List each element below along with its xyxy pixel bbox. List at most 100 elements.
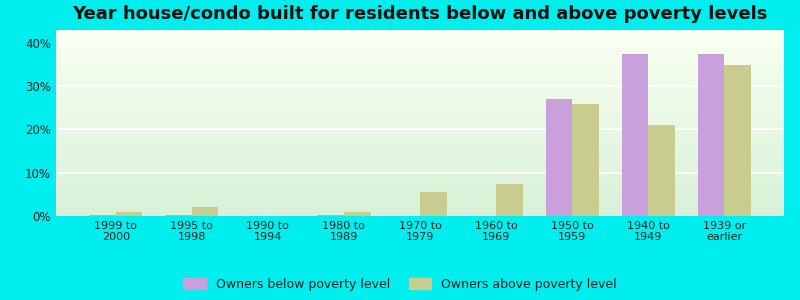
Bar bbox=[56, 108, 784, 110]
Bar bbox=[56, 110, 784, 112]
Bar bbox=[56, 60, 784, 61]
Bar bbox=[56, 168, 784, 169]
Bar bbox=[56, 188, 784, 190]
Bar bbox=[56, 121, 784, 123]
Bar bbox=[56, 34, 784, 36]
Bar bbox=[56, 49, 784, 50]
Bar bbox=[56, 196, 784, 197]
Bar bbox=[56, 186, 784, 188]
Bar bbox=[56, 104, 784, 106]
Bar bbox=[56, 175, 784, 177]
Bar bbox=[648, 125, 675, 216]
Bar bbox=[56, 136, 784, 138]
Bar bbox=[56, 30, 784, 32]
Bar bbox=[56, 181, 784, 182]
Bar bbox=[56, 116, 784, 117]
Bar bbox=[344, 212, 370, 216]
Bar bbox=[56, 101, 784, 103]
Bar bbox=[56, 179, 784, 181]
Bar bbox=[622, 54, 648, 216]
Bar bbox=[56, 190, 784, 192]
Bar bbox=[56, 73, 784, 75]
Bar bbox=[56, 205, 784, 207]
Bar bbox=[56, 64, 784, 65]
Bar bbox=[572, 103, 598, 216]
Bar bbox=[56, 32, 784, 34]
Bar bbox=[56, 214, 784, 216]
Bar bbox=[56, 184, 784, 186]
Bar bbox=[56, 169, 784, 171]
Bar bbox=[165, 215, 192, 216]
Bar bbox=[56, 76, 784, 78]
Title: Year house/condo built for residents below and above poverty levels: Year house/condo built for residents bel… bbox=[72, 5, 768, 23]
Bar bbox=[56, 123, 784, 125]
Bar bbox=[56, 194, 784, 196]
Bar bbox=[56, 56, 784, 58]
Bar bbox=[56, 145, 784, 147]
Bar bbox=[56, 208, 784, 210]
Bar bbox=[56, 99, 784, 101]
Bar bbox=[56, 58, 784, 60]
Bar bbox=[56, 103, 784, 104]
Bar bbox=[56, 65, 784, 67]
Bar bbox=[56, 129, 784, 130]
Bar bbox=[56, 52, 784, 54]
Bar bbox=[56, 153, 784, 154]
Bar bbox=[56, 114, 784, 116]
Bar bbox=[56, 132, 784, 134]
Bar bbox=[56, 134, 784, 136]
Bar bbox=[56, 82, 784, 84]
Bar bbox=[89, 215, 116, 216]
Bar bbox=[698, 54, 724, 216]
Bar bbox=[56, 142, 784, 143]
Bar bbox=[724, 64, 751, 216]
Bar bbox=[56, 41, 784, 43]
Legend: Owners below poverty level, Owners above poverty level: Owners below poverty level, Owners above… bbox=[183, 278, 617, 291]
Bar bbox=[56, 201, 784, 203]
Bar bbox=[56, 36, 784, 38]
Bar bbox=[56, 89, 784, 92]
Bar bbox=[56, 119, 784, 121]
Bar bbox=[56, 162, 784, 164]
Bar bbox=[56, 125, 784, 127]
Bar bbox=[56, 192, 784, 194]
Bar bbox=[56, 71, 784, 73]
Bar bbox=[56, 203, 784, 205]
Bar bbox=[56, 50, 784, 52]
Bar bbox=[56, 127, 784, 129]
Bar bbox=[56, 39, 784, 41]
Bar bbox=[56, 106, 784, 108]
Bar bbox=[56, 75, 784, 76]
Bar bbox=[116, 212, 142, 216]
Bar bbox=[56, 177, 784, 179]
Bar bbox=[56, 164, 784, 166]
Bar bbox=[56, 130, 784, 132]
Bar bbox=[56, 117, 784, 119]
Bar bbox=[56, 199, 784, 201]
Bar bbox=[56, 207, 784, 208]
Bar bbox=[56, 151, 784, 153]
Bar bbox=[56, 212, 784, 214]
Bar bbox=[56, 69, 784, 71]
Bar bbox=[56, 138, 784, 140]
Bar bbox=[56, 157, 784, 158]
Bar bbox=[56, 210, 784, 212]
Bar bbox=[56, 61, 784, 64]
Bar bbox=[56, 84, 784, 86]
Bar bbox=[420, 192, 446, 216]
Bar bbox=[56, 166, 784, 168]
Bar bbox=[56, 140, 784, 142]
Bar bbox=[56, 154, 784, 157]
Bar bbox=[56, 182, 784, 184]
Bar bbox=[56, 97, 784, 99]
Bar bbox=[56, 38, 784, 39]
Bar bbox=[56, 43, 784, 45]
Bar bbox=[56, 86, 784, 88]
Bar bbox=[56, 67, 784, 69]
Bar bbox=[56, 197, 784, 199]
Bar bbox=[56, 158, 784, 160]
Bar bbox=[56, 160, 784, 162]
Bar bbox=[56, 47, 784, 49]
Bar bbox=[56, 147, 784, 149]
Bar bbox=[56, 92, 784, 93]
